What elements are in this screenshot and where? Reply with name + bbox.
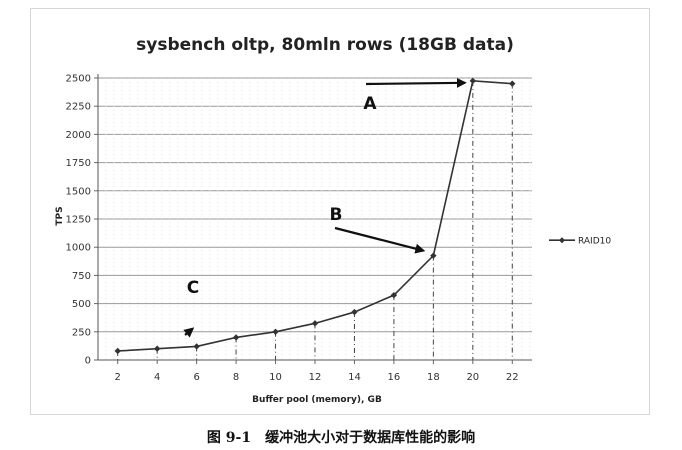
y-tick-label: 2000	[66, 130, 91, 141]
y-tick-label: 500	[72, 299, 91, 310]
series-line-raid10	[117, 79, 513, 352]
annotation-arrow-b	[334, 226, 426, 254]
legend-label-raid10: RAID10	[578, 237, 611, 247]
annotation-arrow-a	[365, 77, 467, 88]
y-tick-label: 2500	[66, 74, 91, 85]
data-point	[509, 80, 516, 87]
figure-caption: 图 9-1 缓冲池大小对于数据库性能的影响	[206, 430, 476, 446]
x-tick-label: 16	[388, 372, 401, 383]
y-tick-label: 1500	[66, 186, 91, 197]
y-tick-label: 250	[72, 327, 91, 338]
data-point	[469, 77, 477, 85]
data-point	[311, 320, 319, 327]
x-tick-label: 22	[506, 372, 519, 383]
x-axis-label: Buffer pool (memory), GB	[252, 395, 382, 405]
x-tick-label: 14	[348, 372, 361, 383]
data-point	[390, 291, 398, 299]
x-tick-label: 6	[193, 372, 199, 383]
annotation-arrow-c	[183, 327, 195, 338]
x-tick-label: 10	[269, 372, 282, 383]
y-tick-label: 0	[85, 356, 91, 367]
data-point	[272, 328, 279, 335]
data-point	[351, 308, 358, 316]
y-tick-label: 2250	[66, 102, 91, 113]
y-tick-label: 1750	[66, 158, 91, 169]
annotation-label-c: C	[187, 278, 199, 298]
legend-marker	[559, 237, 565, 244]
x-tick-label: 12	[309, 372, 322, 383]
annotation-label-a: A	[363, 94, 377, 114]
x-tick-label: 8	[233, 372, 239, 383]
chart: sysbench oltp, 80mln rows (18GB data) 0 2…	[55, 35, 611, 405]
annotation-label-b: B	[330, 205, 343, 225]
data-point	[114, 347, 121, 355]
data-point	[232, 334, 240, 341]
y-axis-label: TPS	[55, 206, 65, 225]
y-tick-label: 1250	[66, 215, 91, 226]
y-tick-label: 1000	[66, 243, 91, 254]
y-tick-label: 750	[72, 271, 91, 282]
x-tick-label: 18	[427, 372, 440, 383]
data-point	[153, 345, 161, 352]
data-point	[430, 252, 437, 259]
x-tick-label: 4	[154, 372, 160, 383]
x-tick-label: 20	[466, 372, 479, 383]
chart-frame	[30, 8, 650, 415]
x-tick-label: 2	[115, 372, 121, 383]
data-point	[193, 343, 200, 350]
chart-title: sysbench oltp, 80mln rows (18GB data)	[136, 35, 514, 55]
